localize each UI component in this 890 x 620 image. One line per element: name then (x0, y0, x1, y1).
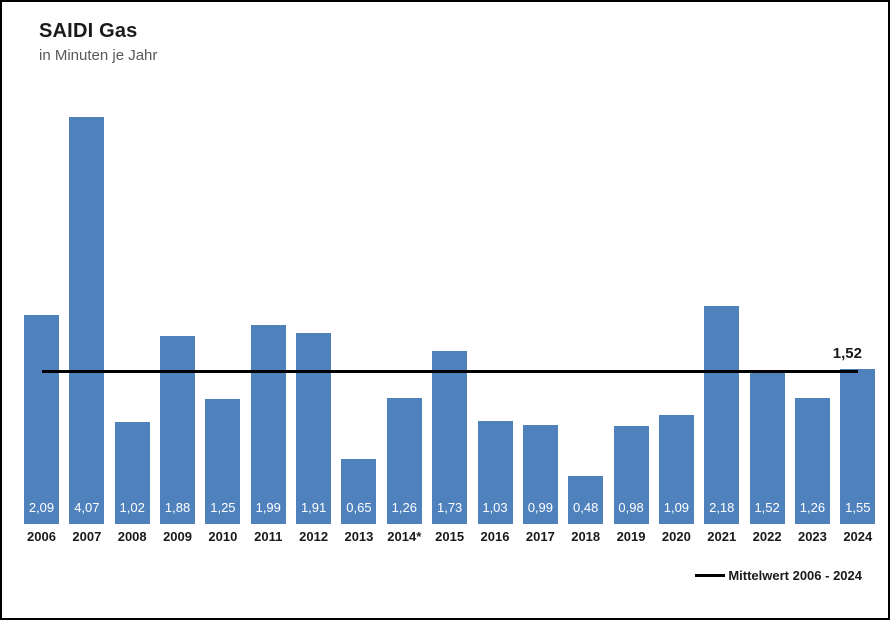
x-axis-label-2024: 2024 (843, 529, 873, 544)
bar-value-label: 1,25 (210, 500, 236, 515)
bar-value-label: 0,99 (527, 500, 553, 515)
bar-value-label: 1,03 (482, 500, 508, 515)
bar-2014*: 1,26 (386, 398, 422, 524)
chart-title: SAIDI Gas (39, 20, 138, 42)
bar-value-label: 1,09 (663, 500, 690, 515)
bar-value-label: 0,98 (618, 500, 644, 515)
bar-value-label: 2,18 (709, 500, 735, 515)
x-axis-label-2020: 2020 (661, 529, 691, 544)
bar-value-label: 1,52 (754, 500, 780, 515)
x-axis-label-2019: 2019 (616, 529, 646, 544)
x-axis-label-2006: 2006 (27, 529, 56, 544)
bar-value-label: 0,48 (573, 500, 599, 515)
bar-2024: 1,55 (840, 369, 876, 524)
mean-line (41, 370, 858, 373)
x-axis-label-2023: 2023 (797, 529, 827, 544)
chart-subtitle: in Minuten je Jahr (39, 47, 158, 64)
x-axis-label-2012: 2012 (299, 529, 329, 544)
bar-2020: 1,09 (658, 415, 694, 524)
x-axis-label-2009: 2009 (163, 529, 192, 544)
x-axis-label-2013: 2013 (344, 529, 374, 544)
bar-value-label: 2,09 (28, 500, 55, 515)
bar-value-label: 1,26 (799, 500, 826, 515)
bar-2012: 1,91 (296, 333, 332, 524)
bar-value-label: 1,73 (436, 500, 463, 515)
bar-2017: 0,99 (522, 425, 558, 524)
bar-2011: 1,99 (250, 325, 286, 524)
bar-value-label: 1,02 (119, 500, 145, 515)
bar-2022: 1,52 (749, 372, 785, 524)
bar-2007: 4,07 (69, 117, 105, 524)
x-axis-label-2011: 2011 (254, 529, 283, 544)
bar-2008: 1,02 (114, 422, 150, 524)
legend: Mittelwert 2006 - 2024 (695, 568, 862, 583)
bar-value-label: 1,26 (391, 500, 417, 515)
bar-value-label: 1,91 (300, 500, 327, 515)
x-axis-label-2015: 2015 (435, 529, 465, 544)
bar-value-label: 1,99 (255, 500, 281, 515)
legend-label: Mittelwert 2006 - 2024 (728, 568, 862, 583)
bar-2013: 0,65 (341, 459, 377, 524)
bar-2018: 0,48 (568, 476, 604, 524)
bar-2019: 0,98 (613, 426, 649, 524)
bar-2010: 1,25 (205, 399, 241, 524)
bar-value-label: 0,65 (346, 500, 372, 515)
x-axis-label-2010: 2010 (208, 529, 238, 544)
x-axis-label-2017: 2017 (525, 529, 555, 544)
bar-2021: 2,18 (704, 306, 740, 524)
x-axis-label-2021: 2021 (707, 529, 737, 544)
bar-2015: 1,73 (432, 351, 468, 524)
bar-value-label: 1,88 (164, 500, 191, 515)
x-axis-label-2018: 2018 (571, 529, 601, 544)
x-axis-label-2016: 2016 (480, 529, 510, 544)
bar-2009: 1,88 (160, 336, 196, 524)
x-axis-label-2007: 2007 (72, 529, 102, 544)
bar-2006: 2,09 (24, 315, 59, 524)
x-axis-label-2014*: 2014* (387, 529, 422, 544)
x-axis-label-2008: 2008 (117, 529, 147, 544)
bar-2016: 1,03 (477, 421, 513, 524)
bar-2023: 1,26 (794, 398, 830, 524)
mean-line-legend-swatch-icon (695, 574, 726, 577)
mean-line-value-label: 1,52 (832, 345, 862, 362)
bar-value-label: 1,55 (845, 500, 871, 515)
bar-value-label: 4,07 (74, 500, 100, 515)
x-axis-label-2022: 2022 (752, 529, 782, 544)
